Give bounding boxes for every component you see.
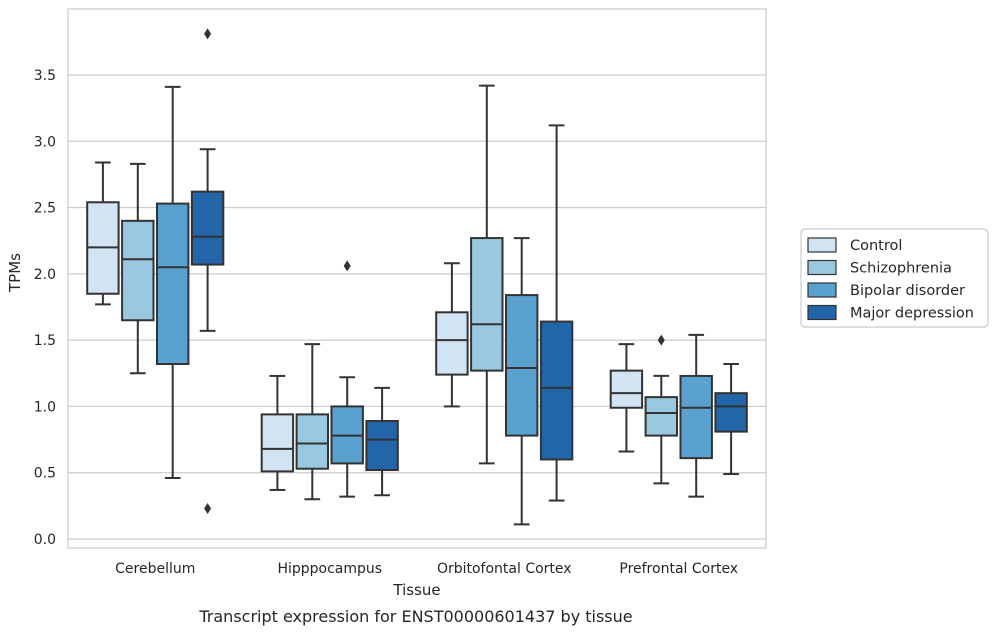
series-bipolar-disorder bbox=[155, 85, 713, 526]
box-iqr bbox=[295, 413, 330, 470]
legend-item: Major depression bbox=[807, 304, 974, 322]
outlier-point bbox=[204, 503, 212, 515]
series-schizophrenia bbox=[121, 84, 679, 501]
box-iqr bbox=[190, 190, 225, 266]
box-iqr bbox=[714, 392, 748, 433]
y-tick-label: 2.5 bbox=[34, 201, 56, 217]
box-plot bbox=[714, 363, 748, 476]
box-iqr bbox=[504, 294, 539, 437]
legend: Control Schizophrenia Bipolar disorder Majo… bbox=[800, 228, 989, 328]
y-axis-ticks: 0.0 0.5 1.0 1.5 2.0 2.5 3.0 3.5 bbox=[34, 68, 56, 548]
legend-swatch bbox=[807, 237, 837, 253]
box-plot bbox=[190, 28, 225, 515]
box-iqr bbox=[365, 420, 399, 472]
box-plot bbox=[470, 84, 504, 465]
y-tick-label: 3.0 bbox=[34, 134, 56, 150]
box-iqr bbox=[155, 202, 190, 366]
box-plot bbox=[679, 333, 713, 498]
legend-label: Schizophrenia bbox=[850, 261, 952, 277]
y-tick-label: 0.5 bbox=[34, 466, 56, 482]
box-plot bbox=[155, 85, 190, 480]
legend-label: Major depression bbox=[850, 306, 974, 322]
x-tick-label: Orbitofontal Cortex bbox=[437, 561, 572, 577]
x-axis-ticks: Cerebellum Hipppocampus Orbitofontal Corte… bbox=[115, 561, 738, 577]
y-tick-label: 1.0 bbox=[34, 399, 56, 415]
box-plot bbox=[365, 386, 399, 497]
box-plot bbox=[260, 374, 295, 491]
y-tick-label: 2.0 bbox=[34, 267, 56, 283]
series-major-depression bbox=[190, 28, 748, 515]
box-iqr bbox=[644, 396, 679, 437]
y-tick-label: 1.5 bbox=[34, 333, 56, 349]
box-iqr bbox=[470, 237, 504, 372]
box-iqr bbox=[539, 320, 574, 461]
box-plot bbox=[86, 161, 120, 306]
legend-swatch bbox=[807, 282, 837, 298]
box-plot bbox=[539, 124, 574, 502]
legend-swatch bbox=[807, 304, 837, 321]
box-series-group bbox=[86, 28, 748, 526]
box-plot bbox=[435, 262, 469, 408]
legend-swatch bbox=[807, 259, 837, 276]
legend-frame bbox=[800, 228, 989, 328]
box-iqr bbox=[260, 413, 295, 473]
x-tick-label: Hipppocampus bbox=[277, 561, 382, 577]
box-plot bbox=[609, 343, 644, 453]
legend-item: Bipolar disorder bbox=[807, 282, 965, 299]
box-iqr bbox=[121, 219, 155, 322]
y-tick-label: 0.0 bbox=[34, 532, 56, 548]
box-plot bbox=[295, 343, 330, 501]
outlier-point bbox=[343, 260, 351, 272]
plot-area-frame bbox=[67, 8, 767, 549]
series-control bbox=[86, 161, 644, 491]
box-iqr bbox=[679, 374, 713, 460]
box-plot bbox=[121, 162, 155, 375]
y-tick-label: 3.5 bbox=[34, 68, 56, 84]
box-plot bbox=[504, 237, 539, 526]
legend-item: Control bbox=[807, 237, 902, 254]
box-plot bbox=[644, 334, 679, 485]
chart-caption: Transcript expression for ENST0000060143… bbox=[198, 607, 632, 626]
x-axis-title: Tissue bbox=[392, 581, 440, 599]
outlier-point bbox=[657, 334, 665, 346]
box-iqr bbox=[609, 369, 644, 409]
legend-label: Control bbox=[850, 238, 902, 254]
outlier-point bbox=[204, 28, 212, 40]
box-iqr bbox=[435, 311, 469, 376]
y-axis-title: TPMs bbox=[6, 253, 24, 293]
legend-item: Schizophrenia bbox=[807, 259, 952, 277]
legend-label: Bipolar disorder bbox=[850, 283, 965, 299]
x-tick-label: Cerebellum bbox=[115, 561, 195, 577]
x-tick-label: Prefrontal Cortex bbox=[619, 561, 738, 577]
box-plot bbox=[330, 260, 364, 498]
